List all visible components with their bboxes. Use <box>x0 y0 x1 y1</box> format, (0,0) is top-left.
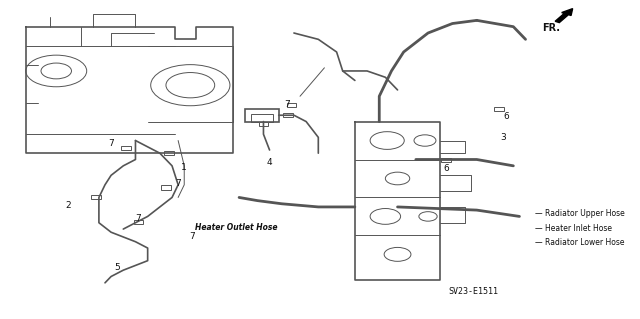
Text: Heater Outlet Hose: Heater Outlet Hose <box>195 223 277 232</box>
Bar <box>283 113 292 117</box>
Text: — Heater Inlet Hose: — Heater Inlet Hose <box>534 224 612 233</box>
FancyArrow shape <box>555 9 573 23</box>
Text: 7: 7 <box>284 100 290 109</box>
Bar <box>91 195 100 199</box>
Text: 1: 1 <box>181 163 187 172</box>
Text: SV23-E1511: SV23-E1511 <box>449 287 499 296</box>
Bar <box>494 107 504 111</box>
Bar <box>161 185 171 189</box>
Bar <box>442 158 451 162</box>
Text: — Radiator Upper Hose: — Radiator Upper Hose <box>534 209 625 218</box>
Text: 7: 7 <box>175 179 181 188</box>
Text: FR.: FR. <box>543 23 561 33</box>
Text: 2: 2 <box>65 201 71 210</box>
Bar <box>287 103 296 107</box>
Bar <box>122 146 131 150</box>
Text: 3: 3 <box>500 133 506 142</box>
Bar <box>245 109 278 122</box>
Text: 6: 6 <box>504 112 509 121</box>
Text: 6: 6 <box>444 165 450 174</box>
Text: — Radiator Lower Hose: — Radiator Lower Hose <box>534 238 624 247</box>
Text: 7: 7 <box>189 233 195 241</box>
Bar <box>259 122 268 126</box>
Text: 7: 7 <box>108 138 114 148</box>
Bar <box>134 220 143 224</box>
Bar <box>252 114 273 122</box>
Text: 4: 4 <box>266 158 272 167</box>
Text: 7: 7 <box>136 214 141 223</box>
Text: 5: 5 <box>114 263 120 271</box>
Bar <box>164 151 174 155</box>
